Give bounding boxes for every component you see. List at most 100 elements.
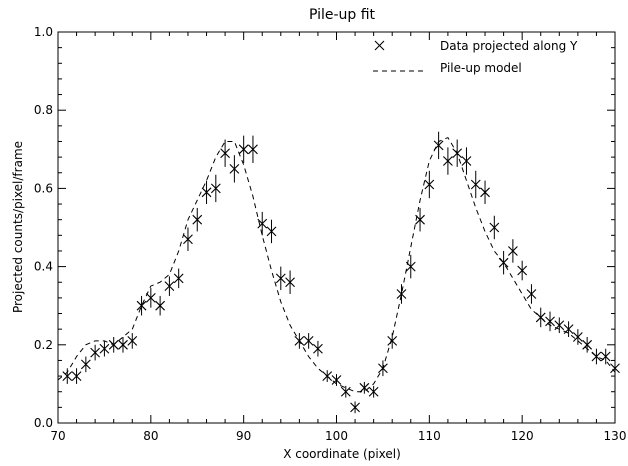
x-marker-stroke <box>535 312 546 323</box>
data-point <box>201 180 212 205</box>
data-point <box>554 317 565 334</box>
chart-title: Pile-up fit <box>309 7 376 23</box>
x-marker-stroke <box>582 339 593 350</box>
data-point <box>257 211 268 236</box>
x-marker-stroke <box>136 300 147 311</box>
x-tick-label: 70 <box>50 429 65 443</box>
data-point <box>173 268 184 289</box>
legend: Data projected along Y Pile-up model <box>373 39 578 75</box>
x-marker-stroke <box>173 273 184 284</box>
x-marker-stroke <box>600 351 611 362</box>
x-marker-stroke <box>610 363 620 374</box>
data-point <box>563 321 574 337</box>
x-marker-stroke <box>331 375 342 385</box>
x-marker-stroke <box>517 265 528 276</box>
legend-data-marker <box>374 40 385 51</box>
data-point <box>155 295 166 316</box>
x-marker-stroke <box>285 277 295 288</box>
data-point <box>470 170 481 199</box>
data-point <box>350 401 360 414</box>
x-marker-stroke <box>507 246 518 256</box>
data-point <box>387 333 398 349</box>
x-marker-stroke <box>563 324 574 335</box>
data-point <box>480 180 490 205</box>
y-axis-title: Projected counts/pixel/frame <box>11 141 25 313</box>
x-tick-label: 100 <box>325 429 348 443</box>
x-marker-stroke <box>210 183 221 194</box>
x-marker-stroke <box>461 156 472 166</box>
x-marker-stroke <box>201 187 212 198</box>
x-marker-stroke <box>303 336 314 346</box>
x-axis-ticks: 70 80 90 100 110 120 130 <box>50 32 626 443</box>
data-point <box>331 374 342 386</box>
x-marker-stroke <box>368 386 379 397</box>
data-point <box>507 239 518 263</box>
y-tick-label: 0.8 <box>34 103 53 117</box>
model-series <box>57 136 616 393</box>
data-point <box>322 370 333 382</box>
data-point <box>275 266 286 291</box>
data-point <box>294 333 305 349</box>
data-point <box>192 207 203 232</box>
x-marker-stroke <box>424 179 435 190</box>
data-point <box>452 139 463 167</box>
data-point <box>405 254 416 279</box>
x-tick-label: 130 <box>604 429 627 443</box>
data-point <box>229 155 240 183</box>
x-marker-stroke <box>80 359 91 370</box>
data-point <box>118 336 128 353</box>
data-point <box>396 284 407 304</box>
data-point <box>164 276 175 296</box>
x-marker-stroke <box>489 222 500 233</box>
x-marker-stroke <box>526 289 537 299</box>
x-marker-stroke <box>275 273 286 284</box>
y-tick-label: 0.0 <box>34 416 53 430</box>
data-point <box>90 344 101 361</box>
data-point <box>145 288 156 308</box>
x-marker-stroke <box>591 351 602 362</box>
data-point <box>71 368 82 384</box>
x-marker-stroke <box>155 300 166 311</box>
x-marker-stroke <box>572 332 583 342</box>
x-marker-stroke <box>378 363 388 374</box>
x-marker-stroke <box>433 140 444 151</box>
data-point <box>238 135 249 163</box>
x-marker-stroke <box>229 163 240 174</box>
x-marker-stroke <box>164 281 175 292</box>
y-tick-label: 1.0 <box>34 25 53 39</box>
data-point <box>313 340 323 357</box>
x-marker-stroke <box>396 289 407 299</box>
data-point <box>545 311 555 332</box>
x-tick-label: 110 <box>418 429 441 443</box>
x-marker-stroke <box>443 156 453 166</box>
data-point <box>498 250 509 275</box>
x-marker-stroke <box>127 336 138 346</box>
x-marker-stroke <box>405 261 416 272</box>
data-point <box>443 147 453 175</box>
data-point <box>136 295 147 316</box>
data-point <box>99 340 110 357</box>
data-point <box>535 307 546 328</box>
data-point <box>572 329 583 345</box>
x-marker-stroke <box>220 148 230 159</box>
x-marker-stroke <box>238 144 249 155</box>
plot-frame <box>57 31 616 424</box>
x-marker-stroke <box>480 187 490 198</box>
x-marker-stroke <box>62 371 73 381</box>
data-point <box>461 147 472 175</box>
x-marker-stroke <box>313 343 323 354</box>
data-point <box>183 227 193 251</box>
data-point <box>266 219 277 244</box>
x-tick-label: 90 <box>236 429 251 443</box>
x-marker-stroke <box>387 336 398 346</box>
x-axis-title: X coordinate (pixel) <box>283 447 401 461</box>
data-point <box>62 368 73 384</box>
data-point <box>210 174 221 203</box>
data-point <box>582 336 593 353</box>
x-tick-label: 80 <box>143 429 158 443</box>
data-point <box>517 260 528 281</box>
legend-model-label: Pile-up model <box>440 61 522 75</box>
x-marker-stroke <box>248 144 258 155</box>
x-marker-stroke <box>266 226 277 237</box>
